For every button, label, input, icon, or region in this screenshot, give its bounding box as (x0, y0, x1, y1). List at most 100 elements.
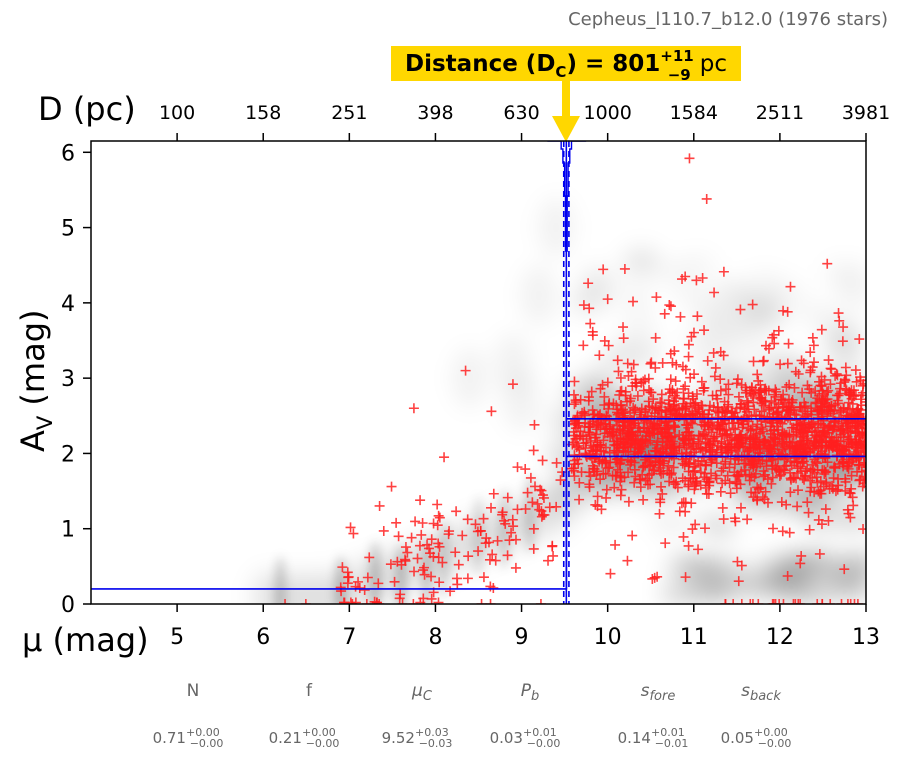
star-marker (348, 528, 359, 539)
star-marker (825, 379, 836, 390)
star-marker (475, 526, 486, 537)
y-tick-label: 5 (61, 217, 75, 242)
star-marker (645, 479, 656, 490)
x-axis: 5 6 7 8 9 10 11 12 13 (170, 604, 880, 650)
star-marker (680, 381, 691, 392)
star-marker (506, 527, 517, 538)
star-marker (833, 436, 844, 447)
star-marker (825, 599, 836, 604)
star-marker (414, 540, 425, 551)
star-marker (555, 475, 566, 486)
star-marker (630, 374, 641, 385)
star-marker (722, 470, 733, 481)
star-marker (674, 506, 685, 517)
star-marker (679, 460, 690, 471)
y-tick-label: 0 (61, 593, 75, 618)
star-marker (689, 484, 700, 495)
star-marker (400, 542, 411, 553)
parameter-value: 0.03+0.01 −0.00 (490, 726, 561, 750)
star-marker (806, 418, 817, 429)
star-marker (525, 472, 536, 483)
star-marker (813, 425, 824, 436)
star-marker (833, 308, 844, 319)
star-marker (693, 430, 704, 441)
star-marker (347, 599, 358, 604)
star-marker (528, 523, 539, 534)
star-marker (836, 418, 847, 429)
star-marker (827, 483, 838, 494)
star-marker (668, 477, 679, 488)
star-marker (800, 465, 811, 476)
star-marker (615, 372, 626, 383)
star-marker (700, 482, 711, 493)
star-marker (816, 324, 827, 335)
star-marker (823, 385, 834, 396)
star-marker (622, 358, 633, 369)
parameter-name: sback (741, 681, 781, 704)
star-marker (636, 446, 647, 457)
star-marker (812, 393, 823, 404)
star-marker (680, 475, 691, 486)
x-tick-label: 11 (680, 625, 708, 650)
star-marker (650, 362, 661, 373)
star-marker (362, 572, 373, 583)
star-marker (529, 419, 540, 430)
star-marker (850, 365, 861, 376)
star-marker (838, 424, 849, 435)
star-marker (783, 338, 794, 349)
star-marker (753, 375, 764, 386)
distance-banner (391, 46, 741, 81)
parameter-value: 0.05+0.00 −0.00 (721, 726, 792, 750)
star-marker (681, 427, 692, 438)
star-marker (645, 435, 656, 446)
star-marker (784, 527, 795, 538)
star-marker (745, 460, 756, 471)
star-marker (754, 387, 765, 398)
x-tick-label: 10 (594, 625, 622, 650)
star-marker (791, 442, 802, 453)
star-marker (412, 553, 423, 564)
star-marker (658, 446, 669, 457)
star-marker (632, 391, 643, 401)
star-marker (758, 400, 769, 411)
star-marker (527, 497, 538, 508)
density-blob (700, 364, 748, 392)
parameter-name: μC (411, 681, 433, 704)
y-tick-label: 6 (61, 141, 75, 166)
star-marker (487, 549, 498, 560)
star-marker (756, 422, 767, 433)
star-marker (757, 395, 768, 406)
star-marker (807, 459, 818, 470)
star-marker (723, 379, 734, 390)
star-marker (648, 394, 659, 405)
y-tick-label: 3 (61, 367, 75, 392)
star-marker (843, 458, 854, 469)
star-marker (601, 411, 612, 422)
star-marker (845, 425, 856, 436)
density-blob (726, 328, 762, 356)
density-streak (369, 541, 382, 604)
star-marker (716, 436, 727, 447)
star-marker (569, 399, 580, 410)
star-marker (814, 548, 825, 559)
star-marker (534, 504, 545, 515)
star-marker (842, 599, 853, 604)
star-marker (595, 474, 606, 485)
star-marker (620, 434, 631, 445)
star-marker (766, 478, 777, 489)
star-marker (791, 415, 802, 426)
top-tick-label: 398 (417, 102, 453, 124)
star-marker (426, 593, 437, 604)
star-marker (769, 437, 780, 448)
star-marker (837, 336, 848, 347)
star-marker (829, 461, 840, 472)
star-marker (768, 599, 779, 604)
star-marker (486, 502, 497, 513)
star-marker (485, 599, 496, 604)
star-marker (730, 424, 741, 435)
star-marker (736, 599, 747, 604)
star-marker (795, 558, 806, 569)
parameter-value: 9.52+0.03 −0.03 (382, 726, 453, 750)
star-marker (391, 517, 402, 528)
